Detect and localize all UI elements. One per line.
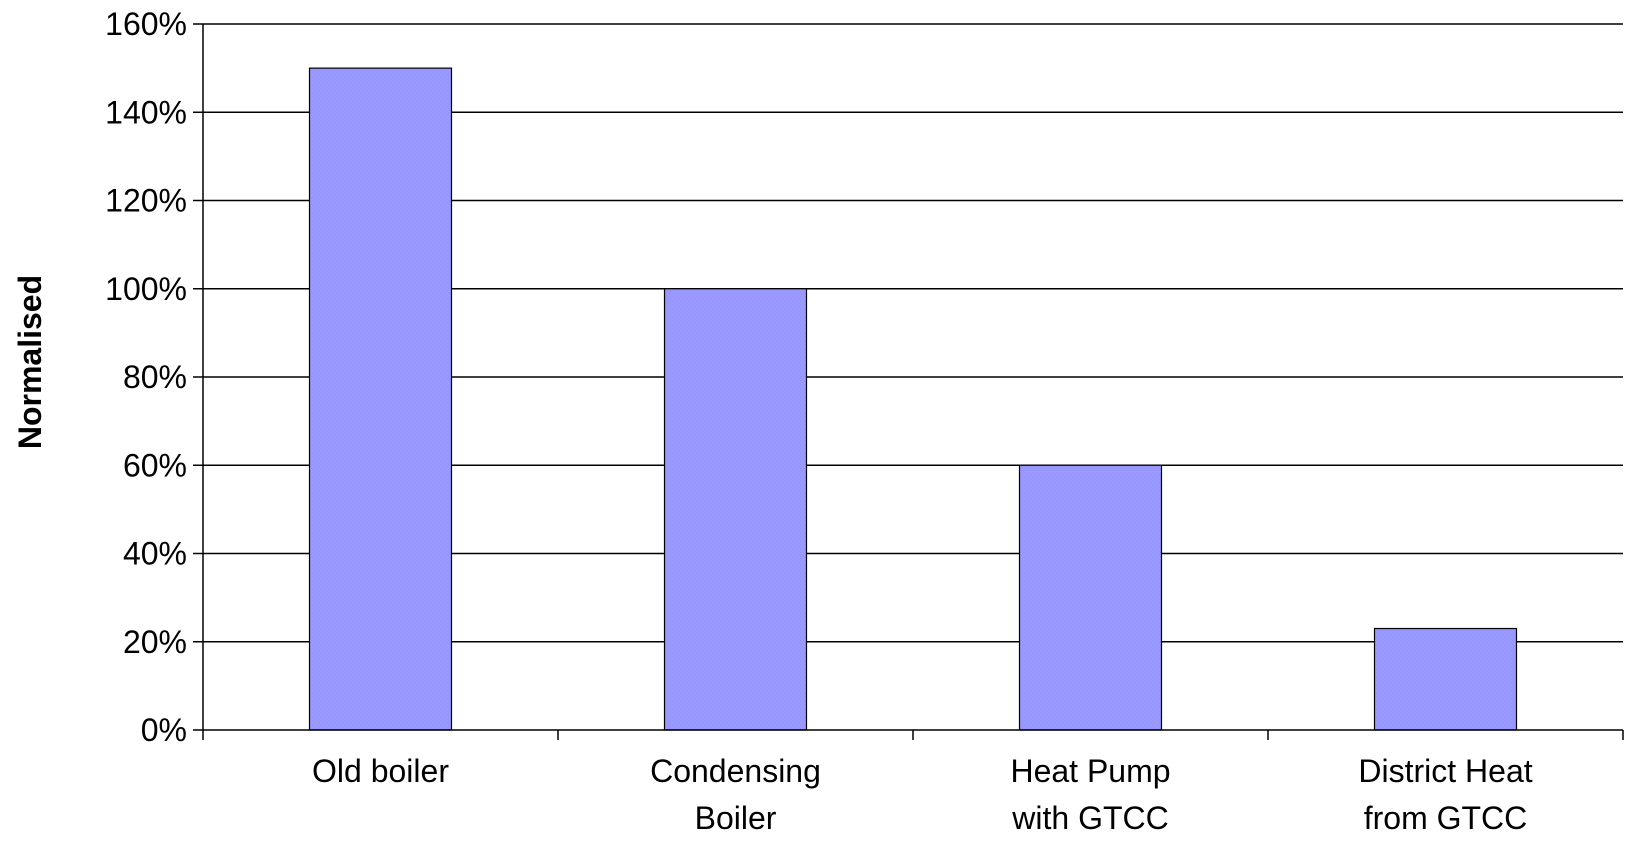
y-tick-label-0: 0% — [141, 712, 187, 748]
x-tick-label-1-line-1: Boiler — [695, 800, 777, 836]
x-tick-label-1-line-0: Condensing — [650, 753, 821, 789]
x-tick-label-2-line-0: Heat Pump — [1010, 753, 1170, 789]
x-tick-labels: Old boiler Condensing Boiler Heat Pump with … — [312, 753, 1533, 836]
x-tick-label-1: Condensing Boiler — [650, 753, 821, 836]
x-tick-label-3-line-0: District Heat — [1358, 753, 1532, 789]
x-tick-label-3: District Heat from GTCC — [1358, 753, 1532, 836]
bar-1 — [663, 288, 808, 731]
y-tick-label-20: 20% — [123, 624, 187, 660]
bars — [308, 67, 1518, 731]
y-tick-label-80: 80% — [123, 359, 187, 395]
y-tick-label-100: 100% — [105, 271, 187, 307]
x-tick-label-0-line-0: Old boiler — [312, 753, 449, 789]
y-tick-label-60: 60% — [123, 447, 187, 483]
y-tick-label-160: 160% — [105, 6, 187, 42]
x-tick-label-0: Old boiler — [312, 753, 449, 789]
y-tick-labels: 0% 20% 40% 60% 80% 100% 120% 140% 160% — [105, 6, 187, 748]
x-tick-label-3-line-1: from GTCC — [1364, 800, 1528, 836]
bar-2 — [1018, 464, 1163, 731]
axes — [193, 23, 1624, 740]
x-tick-label-2: Heat Pump with GTCC — [1010, 753, 1170, 836]
bar-0 — [308, 67, 453, 731]
bar-3 — [1373, 627, 1518, 731]
x-tick-label-2-line-1: with GTCC — [1011, 800, 1168, 836]
y-tick-label-120: 120% — [105, 183, 187, 219]
y-axis-title: Normalised — [12, 275, 48, 449]
y-tick-label-40: 40% — [123, 536, 187, 572]
y-tick-label-140: 140% — [105, 94, 187, 130]
